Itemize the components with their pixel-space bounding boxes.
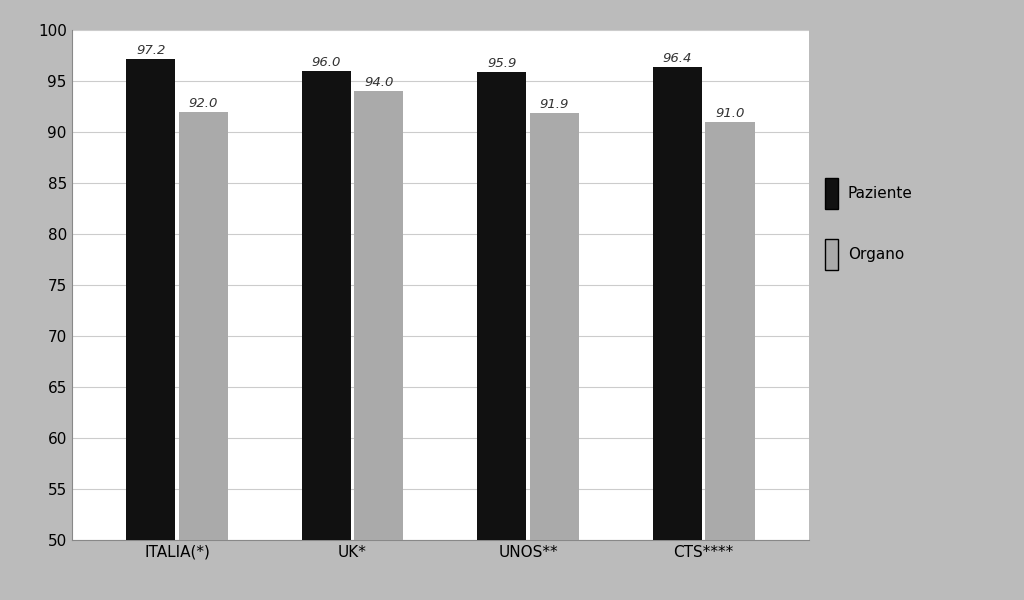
Text: 91.9: 91.9 <box>540 98 569 110</box>
Bar <box>706 122 755 600</box>
Text: 95.9: 95.9 <box>487 57 516 70</box>
Bar <box>529 113 579 600</box>
FancyBboxPatch shape <box>825 239 838 269</box>
Text: Paziente: Paziente <box>848 185 912 200</box>
Text: 96.4: 96.4 <box>663 52 692 65</box>
FancyBboxPatch shape <box>825 178 838 208</box>
Text: 96.0: 96.0 <box>311 56 341 69</box>
Text: 91.0: 91.0 <box>716 107 744 120</box>
Text: 94.0: 94.0 <box>365 76 393 89</box>
Bar <box>126 59 175 600</box>
Text: Organo: Organo <box>848 247 904 262</box>
Bar <box>477 72 526 600</box>
Bar <box>652 67 701 600</box>
Text: 97.2: 97.2 <box>136 44 165 56</box>
Text: 92.0: 92.0 <box>188 97 218 110</box>
Bar <box>302 71 351 600</box>
Bar <box>354 91 403 600</box>
Bar <box>179 112 228 600</box>
